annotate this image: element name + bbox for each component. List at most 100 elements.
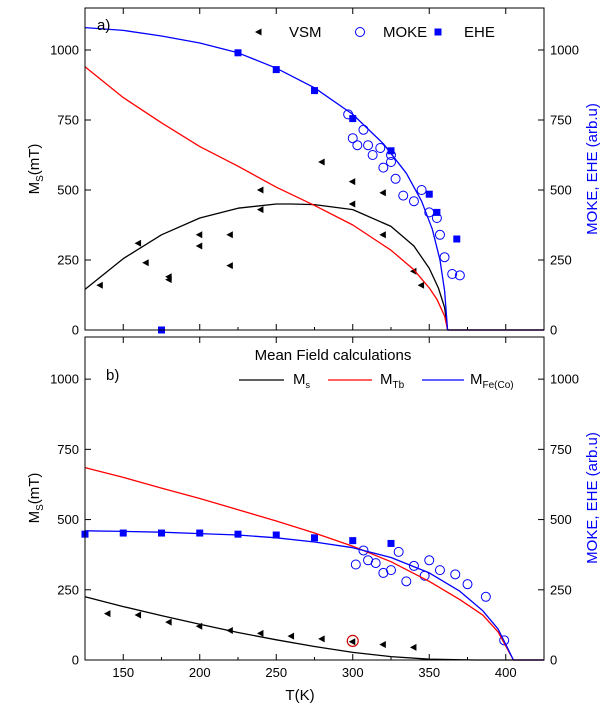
data-point — [165, 276, 172, 284]
y2-tick-label: 250 — [550, 253, 572, 268]
panel-b-xlabel: T(K) — [285, 687, 314, 704]
data-point — [134, 239, 142, 247]
series-line-5 — [84, 530, 544, 661]
data-point — [417, 281, 425, 289]
data-point — [379, 189, 386, 197]
data-point — [311, 87, 318, 95]
series-line-4 — [84, 66, 544, 331]
panel-a-ylabel: MS(mT) — [26, 144, 46, 195]
legend-marker-vsm — [255, 28, 262, 36]
data-point — [142, 259, 149, 267]
panel-b-y2label: MOKE, EHE (arb.u) — [584, 432, 601, 564]
data-point — [453, 235, 461, 243]
data-point — [96, 281, 103, 289]
y2-tick-label: 500 — [550, 512, 572, 527]
data-point — [311, 534, 318, 542]
series-line-5 — [84, 26, 544, 331]
y2-tick-label: 1000 — [550, 43, 579, 58]
data-point — [434, 229, 445, 240]
y-tick-label: 250 — [57, 253, 79, 268]
series-line-3 — [84, 203, 544, 331]
data-point — [272, 66, 280, 74]
data-point — [408, 196, 419, 207]
data-point — [358, 545, 369, 556]
y2-tick-label: 750 — [550, 442, 572, 457]
y2-tick-label: 0 — [550, 323, 557, 338]
legend-marker-moke — [355, 27, 365, 37]
y2-tick-label: 750 — [550, 113, 572, 128]
data-point — [454, 270, 465, 281]
plot-layer: 0 250 500 750 1000 0 250 500 750 1000 — [50, 8, 579, 338]
x-tick-label: 250 — [265, 665, 287, 680]
series-points-ehe — [158, 49, 461, 334]
data-point — [434, 565, 445, 576]
data-point — [425, 190, 433, 198]
data-point — [348, 178, 356, 186]
legend-label-mtb: MTb — [380, 371, 405, 391]
data-point — [318, 635, 325, 643]
data-point — [349, 115, 357, 123]
y2-tick-label: 0 — [550, 653, 557, 668]
data-point — [387, 147, 395, 155]
series-points-vsm — [103, 610, 417, 651]
data-point — [447, 269, 458, 279]
series-points-vsm — [96, 158, 425, 289]
panel-a-y2label: MOKE, EHE (arb.u) — [584, 103, 601, 235]
y-tick-label: 750 — [57, 113, 79, 128]
series-points-moke — [350, 545, 510, 646]
data-point — [256, 186, 264, 194]
legend-label-mfeco: MFe(Co) — [470, 371, 514, 391]
panel-a-frame — [84, 7, 545, 331]
data-point — [158, 529, 165, 537]
y2-tick-label: 1000 — [550, 372, 579, 387]
data-point — [348, 200, 356, 208]
data-point — [379, 641, 386, 649]
data-point — [370, 558, 381, 569]
data-point — [318, 158, 325, 166]
data-point — [272, 531, 280, 539]
plot-layer: 150 200 250 300 350 400 0 250 500 750 1000 0 250 500 7… — [50, 337, 579, 680]
data-point — [379, 231, 386, 239]
data-point — [195, 242, 203, 250]
x-tick-label: 150 — [112, 665, 134, 680]
data-point — [386, 157, 396, 167]
y2-tick-label: 500 — [550, 183, 572, 198]
data-point — [386, 565, 396, 576]
data-point — [387, 539, 395, 547]
data-point — [378, 567, 389, 578]
legend-label-ehe: EHE — [464, 24, 495, 41]
data-point — [375, 143, 386, 153]
data-point — [398, 190, 409, 201]
y-tick-label: 1000 — [50, 372, 79, 387]
data-point — [363, 140, 374, 151]
data-point — [480, 591, 491, 602]
panel-a-label: a) — [97, 17, 110, 34]
panel-a-legend: VSM MOKE EHE — [255, 24, 495, 41]
y-tick-label: 500 — [57, 183, 79, 198]
legend-label-moke: MOKE — [383, 24, 427, 41]
panel-b-ylabel: MS(mT) — [26, 473, 46, 524]
data-point — [103, 610, 111, 618]
y-tick-label: 1000 — [50, 43, 79, 58]
y-tick-label: 0 — [72, 323, 79, 338]
y2-tick-label: 250 — [550, 582, 572, 597]
data-point — [256, 206, 264, 214]
data-point — [195, 231, 203, 239]
data-point — [234, 530, 242, 538]
data-point — [439, 252, 450, 263]
data-point — [401, 576, 412, 587]
data-point — [393, 546, 404, 557]
data-point — [390, 173, 401, 184]
data-point — [424, 555, 435, 566]
y-tick-label: 750 — [57, 442, 79, 457]
data-point — [226, 231, 233, 239]
y-tick-label: 250 — [57, 582, 79, 597]
data-point — [287, 632, 295, 640]
data-point — [363, 555, 374, 566]
x-tick-label: 350 — [418, 665, 440, 680]
data-point — [367, 150, 378, 160]
data-point — [134, 611, 142, 619]
data-point — [433, 208, 441, 216]
data-point — [450, 569, 461, 580]
data-point — [358, 124, 369, 135]
